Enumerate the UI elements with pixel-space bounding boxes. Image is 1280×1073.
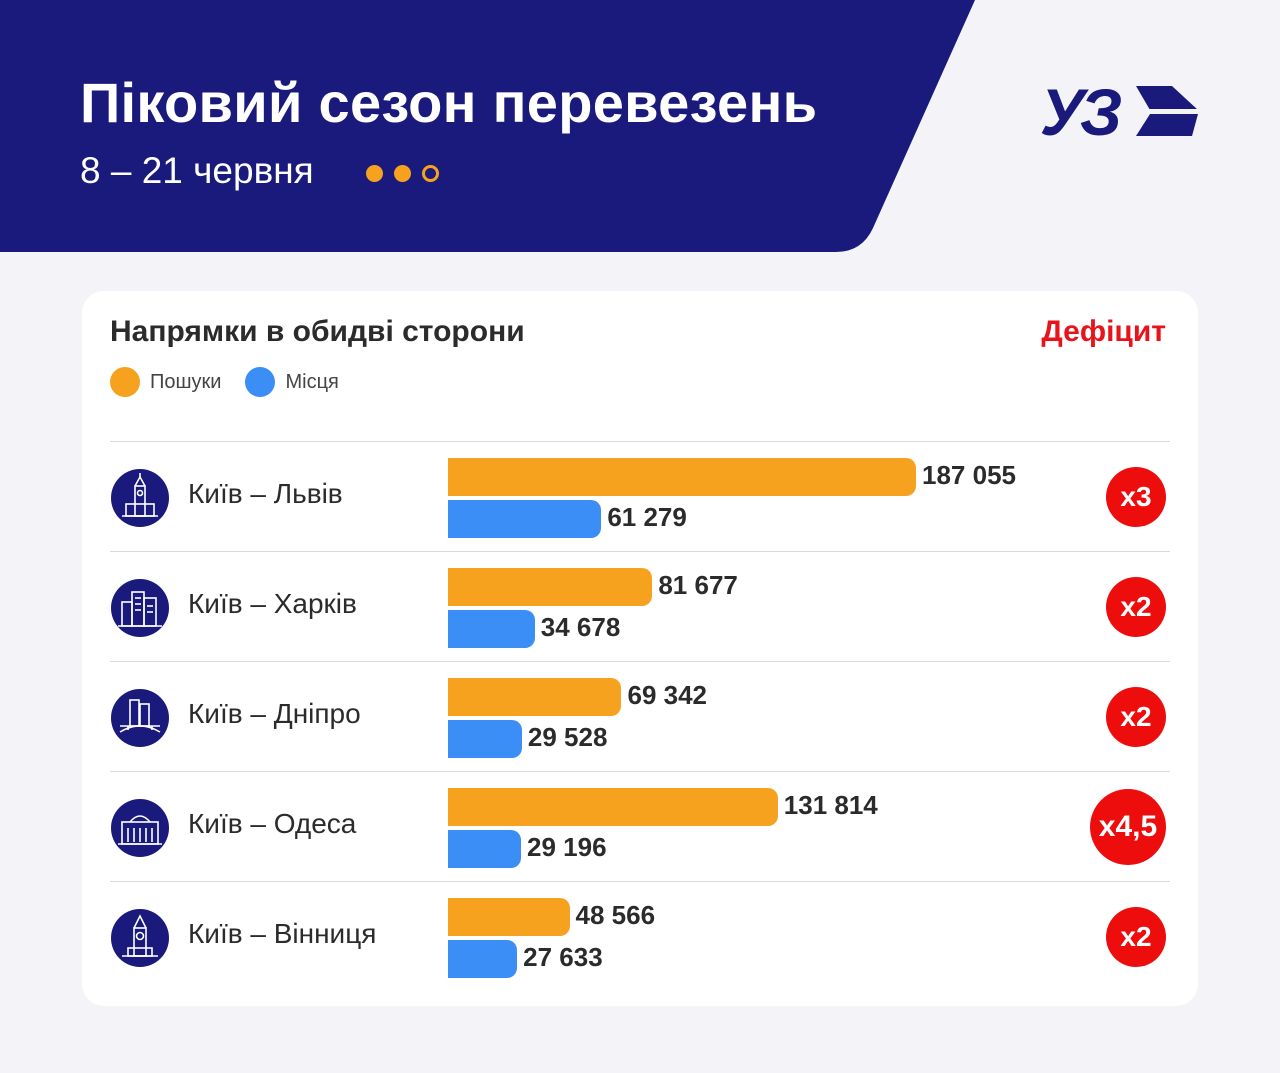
deficit-badge: x3 bbox=[1106, 467, 1166, 527]
header-banner bbox=[0, 0, 975, 252]
chart-row: Київ – Львів 187 055 61 279 x3 bbox=[110, 441, 1170, 552]
page-title: Піковий сезон перевезень bbox=[80, 71, 818, 134]
bar-label-seats: 34 678 bbox=[540, 612, 621, 642]
bar-label-seats: 29 528 bbox=[527, 722, 608, 752]
legend-item-searches: Пошуки bbox=[110, 367, 221, 397]
bar-label-seats: 61 279 bbox=[607, 502, 687, 532]
vinnytsia-tower-icon bbox=[110, 908, 170, 968]
chart-card: Напрямки в обидві сторони Дефіцит Пошуки… bbox=[82, 291, 1198, 1006]
chart-row: Київ – Одеса 131 814 29 196 x4,5 bbox=[110, 771, 1170, 882]
legend-swatch-searches bbox=[110, 367, 140, 397]
route-label: Київ – Вінниця bbox=[188, 918, 377, 949]
bar-label-searches: 69 342 bbox=[627, 680, 708, 710]
legend-item-seats: Місця bbox=[245, 367, 339, 397]
route-label: Київ – Львів bbox=[188, 478, 343, 509]
kharkiv-buildings-icon bbox=[110, 578, 170, 638]
dot-empty-icon bbox=[422, 165, 439, 182]
chart-row: Київ – Дніпро 69 342 29 528 x2 bbox=[110, 661, 1170, 772]
bar-label-searches: 81 677 bbox=[658, 570, 738, 600]
deficit-badge: x2 bbox=[1106, 577, 1166, 637]
chart-title: Напрямки в обидві сторони bbox=[110, 315, 525, 348]
date-range: 8 – 21 червня bbox=[80, 150, 314, 191]
bar-seats bbox=[448, 610, 535, 648]
bar-seats bbox=[448, 720, 522, 758]
route-label: Київ – Одеса bbox=[188, 808, 357, 839]
route-label: Київ – Харків bbox=[188, 588, 357, 619]
bar-label-searches: 48 566 bbox=[575, 900, 656, 930]
deficit-header: Дефіцит bbox=[1041, 315, 1166, 348]
odesa-theatre-icon bbox=[110, 798, 170, 858]
bar-searches bbox=[448, 458, 916, 496]
bar-searches bbox=[448, 788, 778, 826]
lviv-town-hall-icon bbox=[110, 468, 170, 528]
dnipro-bridge-icon bbox=[110, 688, 170, 748]
bar-seats bbox=[448, 940, 518, 978]
chart-row: Київ – Вінниця 48 566 27 633 x2 bbox=[110, 881, 1170, 992]
dot-filled-icon bbox=[394, 165, 411, 182]
dot-filled-icon bbox=[366, 165, 383, 182]
route-label: Київ – Дніпро bbox=[188, 698, 361, 729]
uz-logo: УЗ bbox=[1040, 80, 1200, 140]
deficit-badge: x2 bbox=[1106, 907, 1166, 967]
bar-seats bbox=[448, 500, 602, 538]
legend-swatch-seats bbox=[245, 367, 276, 397]
bar-label-seats: 29 196 bbox=[527, 832, 607, 862]
deficit-badge: x2 bbox=[1106, 687, 1166, 747]
legend-label-seats: Місця bbox=[285, 370, 339, 393]
logo-text: УЗ bbox=[1040, 80, 1121, 140]
chart-row: Київ – Харків 81 677 34 678 x2 bbox=[110, 551, 1170, 662]
deficit-badge: x4,5 bbox=[1090, 789, 1166, 865]
decorative-dots bbox=[366, 165, 439, 182]
bar-label-searches: 187 055 bbox=[922, 460, 1016, 490]
bar-searches bbox=[448, 898, 570, 936]
chart-legend: Пошуки Місця bbox=[110, 367, 363, 397]
bar-searches bbox=[448, 568, 653, 606]
bar-label-seats: 27 633 bbox=[523, 942, 603, 972]
legend-label-searches: Пошуки bbox=[150, 370, 222, 393]
bar-label-searches: 131 814 bbox=[783, 790, 878, 820]
bar-seats bbox=[448, 830, 522, 868]
bar-searches bbox=[448, 678, 622, 716]
